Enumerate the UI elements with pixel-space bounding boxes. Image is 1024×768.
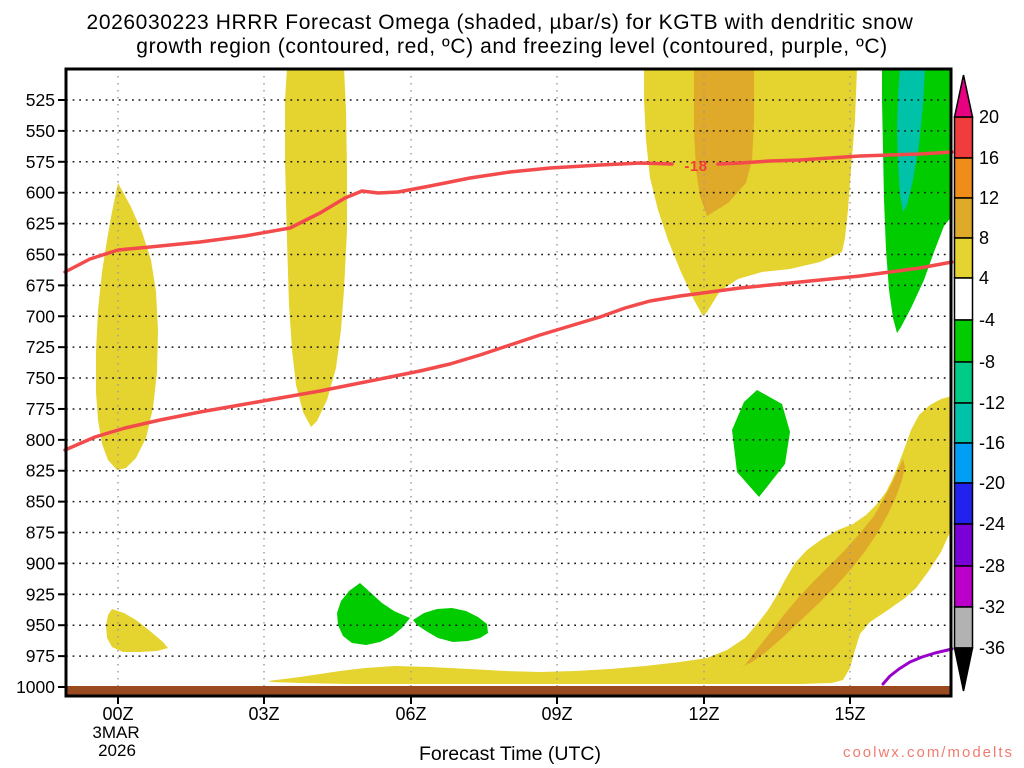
y-tick-label: 825 <box>26 461 55 481</box>
colorbar-label: -4 <box>979 310 995 330</box>
contour-dendritic-growth-lower <box>63 260 954 452</box>
colorbar-label: -20 <box>979 473 1005 493</box>
y-tick-label: 525 <box>26 90 55 110</box>
x-axis-date-month: 3MAR <box>92 723 139 742</box>
y-tick-label: 775 <box>26 399 55 419</box>
colorbar-segment <box>953 116 974 159</box>
colorbar: 20 16 12 8 4 -4 -8 -12 -16 -20 -24 -28 -32 -36 <box>953 74 1005 692</box>
region-omega-4to8-00z-midlevel <box>96 183 158 470</box>
watermark: coolwx.com/modelts <box>843 744 1014 761</box>
colorbar-segment <box>953 482 974 525</box>
colorbar-bottom-arrow <box>953 647 974 692</box>
y-tick-label: 975 <box>26 646 55 666</box>
colorbar-label: -36 <box>979 638 1005 658</box>
y-tick-label: 1000 <box>16 677 55 697</box>
y-tick-label: 800 <box>26 430 55 450</box>
x-tick-label: 12Z <box>688 704 719 724</box>
colorbar-label: 20 <box>979 107 999 127</box>
y-tick-label: 650 <box>26 244 55 264</box>
region-omega-4to8-lowlevel-band <box>268 396 952 684</box>
x-axis-label: Forecast Time (UTC) <box>419 743 601 765</box>
colorbar-segment <box>953 197 974 239</box>
contour-lines-layer <box>63 150 954 686</box>
colorbar-segment <box>953 237 974 279</box>
title-line-1: 2026030223 HRRR Forecast Omega (shaded, … <box>87 11 914 34</box>
shaded-regions-layer <box>96 68 952 684</box>
colorbar-segment <box>953 157 974 199</box>
colorbar-label: -32 <box>979 597 1005 617</box>
x-tick-label: 06Z <box>395 704 426 724</box>
y-tick-label: 925 <box>26 584 55 604</box>
terrain-bar <box>66 686 951 697</box>
x-axis-date-year: 2026 <box>98 741 136 760</box>
colorbar-segment <box>953 361 974 404</box>
x-tick-label: 00Z <box>102 704 133 724</box>
red-contour-label: -18 <box>684 158 707 175</box>
y-tick-label: 575 <box>26 152 55 172</box>
colorbar-segment <box>953 523 974 567</box>
x-tick-label: 09Z <box>541 704 572 724</box>
colorbar-label: 4 <box>979 268 989 288</box>
y-tick-label: 675 <box>26 275 55 295</box>
colorbar-label: 8 <box>979 228 989 248</box>
x-tick-label: 15Z <box>834 704 865 724</box>
colorbar-segment <box>953 319 974 363</box>
colorbar-top-arrow <box>953 74 974 118</box>
colorbar-segment <box>953 442 974 484</box>
colorbar-segment <box>953 277 974 321</box>
colorbar-label: -16 <box>979 433 1005 453</box>
region-omega-4to8-00z-lowlevel <box>106 609 168 652</box>
region-omega-m8tom4-12z <box>732 390 790 497</box>
colorbar-label: 12 <box>979 188 999 208</box>
y-tick-label: 750 <box>26 368 55 388</box>
y-tick-label: 625 <box>26 214 55 234</box>
x-tick-label: 03Z <box>248 704 279 724</box>
terrain-layer <box>66 686 951 697</box>
y-tick-label: 900 <box>26 553 55 573</box>
colorbar-segment <box>953 565 974 608</box>
contour-dendritic-growth-upper <box>716 150 954 166</box>
y-tick-label: 950 <box>26 615 55 635</box>
colorbar-segment <box>953 606 974 649</box>
y-tick-label: 700 <box>26 306 55 326</box>
axes-frame-layer: 525 550 575 600 625 650 675 700 725 750 775 800 825 8… <box>16 67 953 724</box>
y-tick-label: 850 <box>26 492 55 512</box>
y-tick-label: 875 <box>26 523 55 543</box>
colorbar-label: -24 <box>979 514 1005 534</box>
plot-border <box>64 67 953 698</box>
colorbar-label: -12 <box>979 393 1005 413</box>
colorbar-segment <box>953 402 974 444</box>
y-tick-label: 725 <box>26 337 55 357</box>
region-omega-8to12-12z-core <box>694 68 754 216</box>
y-tick-label: 550 <box>26 121 55 141</box>
region-omega-m16tom12-16z-core <box>897 68 925 212</box>
region-omega-m8tom4-05z <box>337 583 410 645</box>
title-line-2: growth region (contoured, red, ºC) and f… <box>136 35 887 58</box>
colorbar-label: -28 <box>979 556 1005 576</box>
colorbar-label: -8 <box>979 352 995 372</box>
contour-freezing-level <box>881 647 954 686</box>
colorbar-label: 16 <box>979 148 999 168</box>
contour-dendritic-growth-upper <box>63 161 674 274</box>
y-tick-label: 600 <box>26 183 55 203</box>
region-omega-4to8-04z-column <box>285 68 347 427</box>
